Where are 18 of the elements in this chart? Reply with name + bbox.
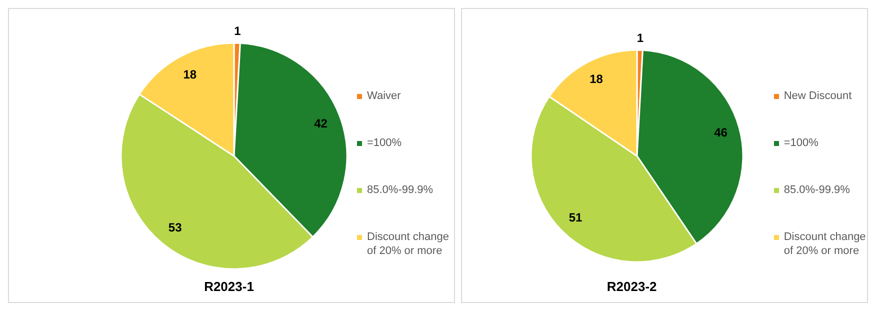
data-label: 18	[589, 72, 604, 86]
legend-label: Waiver	[367, 89, 401, 103]
legend-label: Discount change of 20% or more	[367, 230, 450, 258]
data-label: 1	[636, 31, 644, 46]
text: R2023-1	[203, 279, 255, 294]
legend-label: 85.0%-99.9%	[784, 183, 850, 197]
data-label: 1	[234, 24, 242, 38]
data-label: 18	[183, 68, 197, 82]
legend-label: Discount change of 20% or more	[784, 230, 867, 258]
data-label: 53	[168, 220, 182, 235]
legend-label: =100%	[784, 136, 818, 150]
data-label: 46	[714, 126, 728, 140]
legend-label: =100%	[367, 136, 402, 150]
legend-label: New Discount	[784, 89, 852, 103]
data-label: 42	[314, 116, 328, 131]
text: R2023-2	[606, 279, 658, 294]
legend-label: 85.0%-99.9%	[367, 183, 434, 197]
data-label: 51	[568, 210, 582, 224]
